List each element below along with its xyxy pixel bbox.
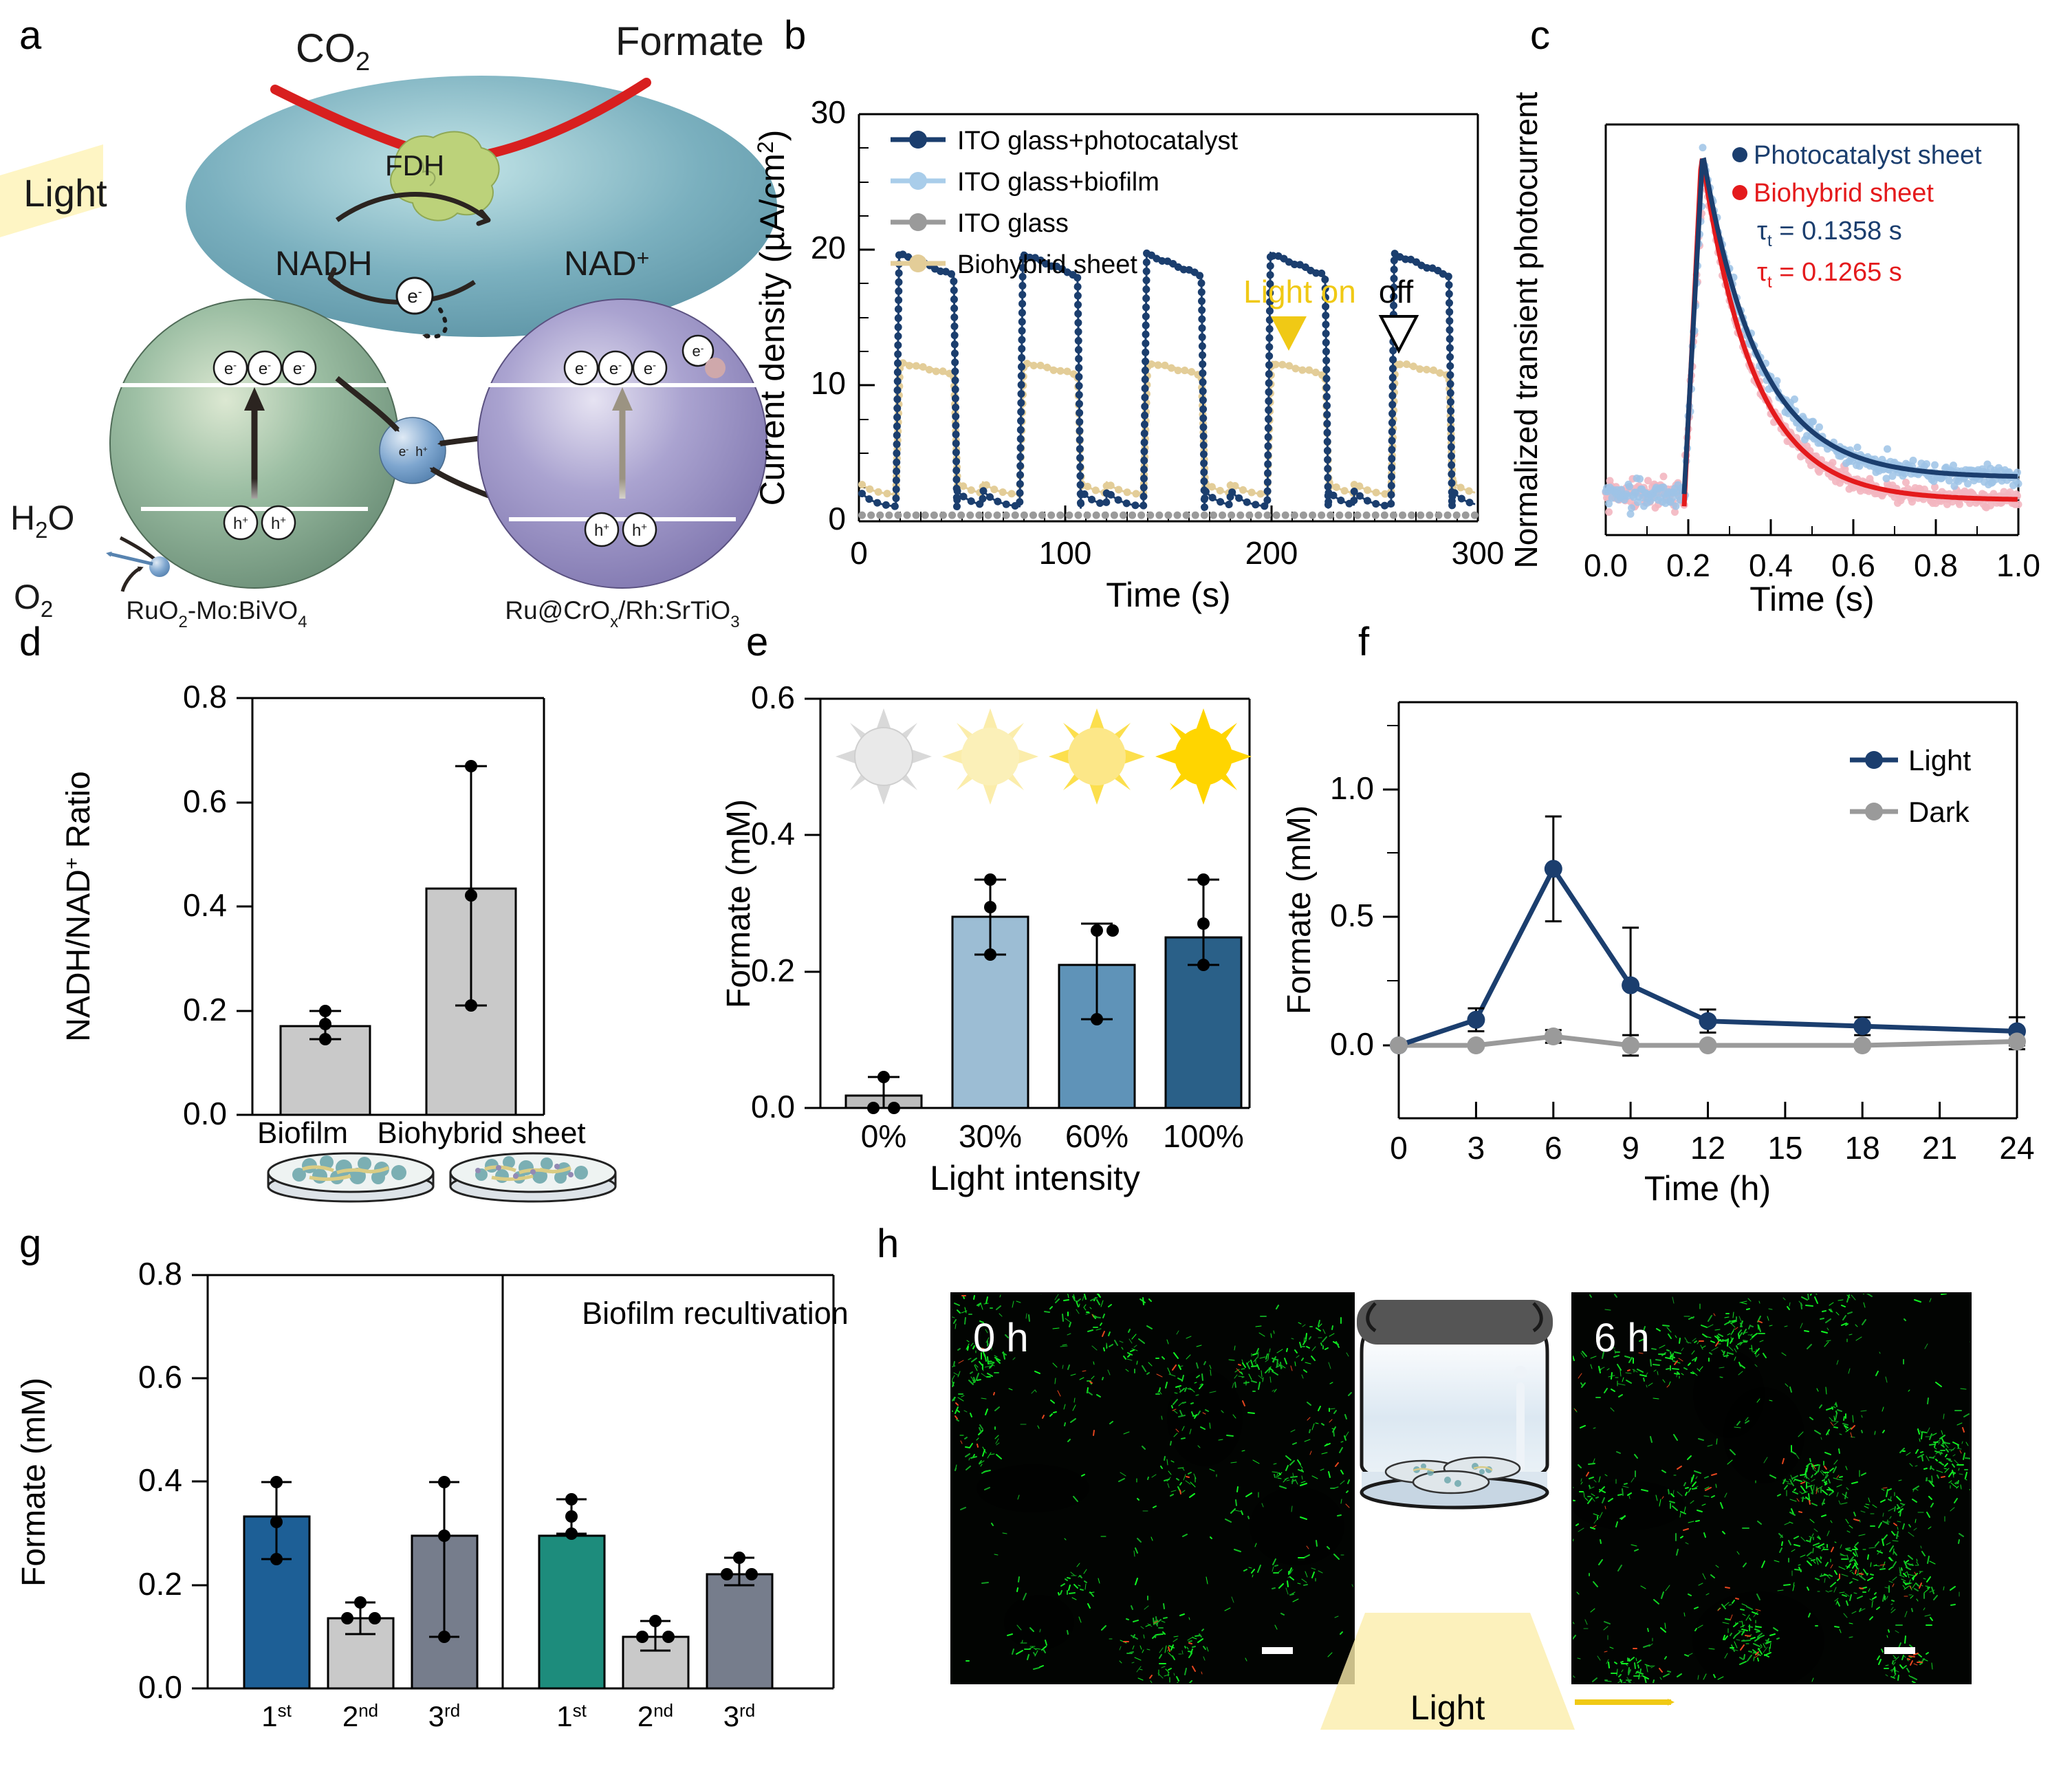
svg-text:0: 0 [828,501,846,536]
svg-text:Formate (mM): Formate (mM) [721,799,757,1008]
svg-text:0.0: 0.0 [138,1669,182,1705]
svg-text:0.2: 0.2 [751,953,795,988]
svg-text:60%: 60% [1065,1118,1128,1154]
svg-text:100%: 100% [1163,1118,1244,1154]
svg-text:Biohybrid sheet: Biohybrid sheet [1754,179,1934,208]
svg-text:0%: 0% [861,1118,906,1154]
svg-text:24: 24 [1999,1130,2034,1166]
svg-text:0.8: 0.8 [1914,547,1958,583]
svg-text:18: 18 [1845,1130,1880,1166]
svg-text:12: 12 [1690,1130,1725,1166]
svg-text:30%: 30% [959,1118,1022,1154]
svg-text:ITO glass: ITO glass [957,209,1069,238]
svg-text:Biohybrid sheet: Biohybrid sheet [377,1116,585,1150]
svg-text:0.6: 0.6 [751,679,795,715]
svg-text:15: 15 [1767,1130,1802,1166]
svg-text:20: 20 [811,230,846,265]
svg-text:τt = 0.1265 s: τt = 0.1265 s [1757,258,1902,292]
svg-text:3: 3 [1468,1130,1485,1166]
svg-text:0.6: 0.6 [138,1359,182,1395]
svg-text:Formate (mM): Formate (mM) [16,1378,52,1587]
svg-text:30: 30 [811,94,846,130]
svg-text:τt = 0.1358 s: τt = 0.1358 s [1757,217,1902,250]
svg-text:NADH/NAD+ Ratio: NADH/NAD+ Ratio [61,771,97,1042]
svg-text:0.0: 0.0 [183,1096,227,1131]
svg-text:0: 0 [850,535,868,571]
svg-text:3rd: 3rd [428,1700,460,1732]
svg-text:Light: Light [1410,1688,1485,1727]
svg-text:0.4: 0.4 [183,887,227,923]
svg-text:0.4: 0.4 [1749,547,1793,583]
svg-text:300: 300 [1452,535,1505,571]
svg-text:off: off [1379,274,1414,309]
svg-text:0.8: 0.8 [138,1256,182,1292]
svg-text:Light intensity: Light intensity [930,1159,1140,1197]
svg-text:2nd: 2nd [342,1700,378,1732]
svg-text:Time (h): Time (h) [1644,1169,1771,1208]
svg-text:H2O: H2O [10,499,74,543]
svg-text:Formate (mM): Formate (mM) [1281,805,1318,1014]
svg-text:Light: Light [23,171,107,215]
svg-text:0.2: 0.2 [183,992,227,1027]
svg-text:0.2: 0.2 [1666,547,1710,583]
svg-text:Time (s): Time (s) [1106,576,1230,614]
svg-text:10: 10 [811,365,846,401]
svg-text:0.5: 0.5 [1330,898,1374,933]
svg-text:1.0: 1.0 [1330,770,1374,806]
svg-text:0.8: 0.8 [183,679,227,715]
svg-text:100: 100 [1039,535,1092,571]
svg-text:2nd: 2nd [637,1700,673,1732]
svg-text:Formate: Formate [615,19,764,64]
svg-text:3rd: 3rd [723,1700,755,1732]
svg-text:Biofilm: Biofilm [257,1116,348,1150]
svg-text:0.0: 0.0 [751,1089,795,1124]
svg-text:CO2: CO2 [296,26,370,76]
svg-text:0.2: 0.2 [138,1566,182,1602]
svg-text:0.0: 0.0 [1330,1026,1374,1062]
svg-text:0.6: 0.6 [1831,547,1875,583]
svg-text:Biohybrid sheet: Biohybrid sheet [957,250,1137,279]
svg-text:Dark: Dark [1908,796,1970,828]
svg-text:FDH: FDH [385,149,444,182]
svg-text:0.4: 0.4 [138,1462,182,1498]
svg-text:0: 0 [1390,1130,1408,1166]
svg-text:1st: 1st [261,1700,292,1732]
svg-text:0 h: 0 h [973,1316,1029,1360]
svg-text:0.0: 0.0 [1584,547,1628,583]
svg-text:Biofilm recultivation: Biofilm recultivation [582,1296,849,1331]
svg-text:0.4: 0.4 [751,816,795,851]
svg-text:NADH: NADH [275,244,373,283]
svg-text:6: 6 [1545,1130,1562,1166]
svg-text:Light: Light [1908,744,1971,776]
svg-text:Current density (µA/cm2): Current density (µA/cm2) [753,130,792,506]
svg-text:0.6: 0.6 [183,783,227,819]
svg-text:21: 21 [1922,1130,1957,1166]
svg-text:Photocatalyst sheet: Photocatalyst sheet [1754,141,1982,170]
svg-text:Light on: Light on [1243,274,1356,309]
svg-text:Normalized transient photocurr: Normalized transient photocurrent [1508,91,1544,568]
svg-text:1st: 1st [556,1700,587,1732]
svg-text:1.0: 1.0 [1996,547,2040,583]
svg-text:6 h: 6 h [1594,1316,1650,1360]
svg-text:ITO glass+photocatalyst: ITO glass+photocatalyst [957,127,1238,155]
svg-text:ITO glass+biofilm: ITO glass+biofilm [957,168,1159,197]
svg-text:9: 9 [1622,1130,1639,1166]
svg-text:200: 200 [1245,535,1298,571]
